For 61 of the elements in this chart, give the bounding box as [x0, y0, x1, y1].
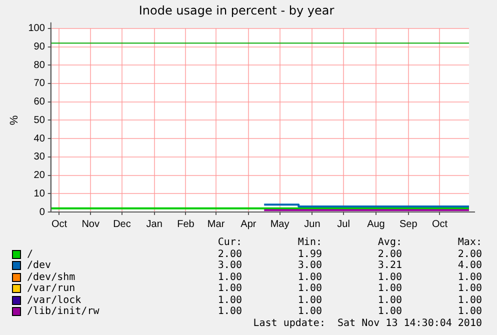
- x-tick-label: Jun: [304, 218, 320, 230]
- x-tick-label: Dec: [113, 218, 131, 230]
- text: 1.00: [216, 294, 242, 306]
- text: 1.00: [376, 306, 402, 318]
- y-tick-label: 100: [28, 23, 46, 34]
- text: 1.00: [296, 283, 322, 294]
- x-tick-label: Aug: [367, 218, 385, 230]
- legend-label: /dev: [27, 260, 52, 272]
- text: Last update: Sat Nov 13 14:30:04 2010: [253, 318, 482, 329]
- text: 2.00: [216, 248, 242, 260]
- legend-label: /lib/init/rw: [27, 306, 100, 318]
- x-tick-label: Mar: [207, 218, 226, 230]
- x-tick-label: Jul: [337, 218, 350, 230]
- text: 1.00: [296, 306, 322, 318]
- legend-label: /var/run: [27, 283, 76, 294]
- x-tick-label: Feb: [177, 218, 195, 230]
- x-tick-label: Nov: [82, 218, 100, 230]
- text: 1.00: [456, 272, 482, 283]
- y-tick-label: 90: [34, 42, 46, 53]
- text: 1.00: [296, 294, 322, 306]
- y-tick-label: 20: [34, 170, 46, 182]
- text: 3.21: [376, 260, 402, 272]
- x-tick-label: Oct: [51, 218, 68, 230]
- text: 1.00: [456, 306, 482, 318]
- text: Max:: [456, 237, 482, 248]
- text: 1.00: [216, 306, 242, 318]
- y-tick-label: 80: [34, 60, 46, 71]
- text: Min:: [296, 237, 322, 248]
- x-tick-label: Sep: [399, 218, 418, 230]
- text: 4.00: [456, 260, 482, 272]
- y-tick-label: 0: [39, 206, 46, 218]
- x-tick-label: May: [270, 218, 290, 230]
- y-tick-label: 60: [34, 96, 46, 108]
- x-tick-label: Oct: [432, 218, 448, 230]
- text: 1.00: [216, 283, 242, 294]
- x-tick-label: Jan: [146, 218, 162, 230]
- text: 3.00: [296, 260, 322, 272]
- legend-label: /dev/shm: [27, 272, 76, 283]
- text: 1.00: [456, 294, 482, 306]
- legend-label: /: [27, 248, 34, 260]
- y-tick-label: 40: [34, 133, 46, 144]
- text: 1.00: [296, 272, 322, 283]
- text: 2.00: [376, 248, 402, 260]
- text: 3.00: [216, 260, 242, 272]
- text: Avg:: [376, 237, 402, 248]
- text: 1.00: [376, 272, 402, 283]
- text: Cur:: [216, 237, 242, 248]
- y-tick-label: 30: [34, 152, 46, 163]
- y-axis-title: %: [8, 115, 21, 126]
- legend-label: /var/lock: [27, 294, 82, 306]
- text: 1.00: [456, 283, 482, 294]
- y-tick-label: 10: [34, 188, 46, 200]
- text: 1.00: [216, 272, 242, 283]
- text: 1.00: [376, 294, 402, 306]
- y-tick-label: 50: [34, 114, 46, 126]
- text: 1.00: [376, 283, 402, 294]
- y-tick-label: 70: [34, 78, 46, 90]
- x-tick-label: Apr: [240, 218, 257, 230]
- text: 1.99: [296, 248, 322, 260]
- text: 2.00: [456, 248, 482, 260]
- chart-title: Inode usage in percent - by year: [138, 3, 334, 18]
